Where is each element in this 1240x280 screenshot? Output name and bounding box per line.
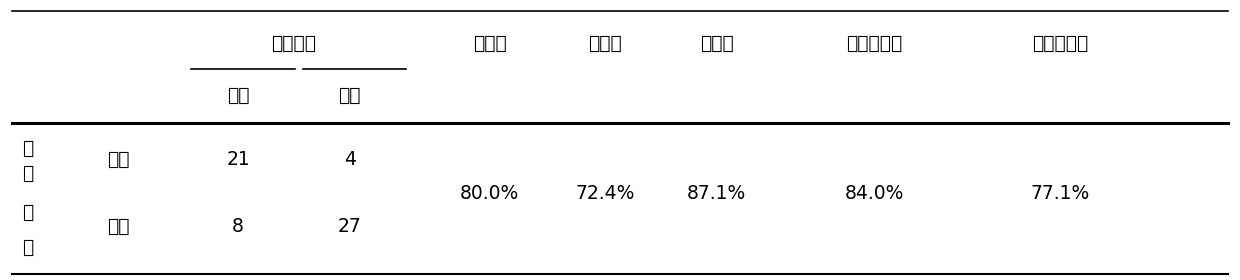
Text: 阴性: 阴性 [339, 86, 361, 105]
Text: 阴性: 阴性 [107, 217, 129, 236]
Text: 80.0%: 80.0% [460, 184, 520, 203]
Text: 27: 27 [337, 217, 362, 236]
Text: 真实情况: 真实情况 [272, 34, 316, 53]
Text: 4: 4 [343, 150, 356, 169]
Text: 预: 预 [21, 139, 33, 158]
Text: 72.4%: 72.4% [575, 184, 635, 203]
Text: 特异度: 特异度 [699, 34, 734, 53]
Text: 阳性: 阳性 [107, 150, 129, 169]
Text: 阳性: 阳性 [227, 86, 249, 105]
Text: 情: 情 [21, 203, 33, 222]
Text: 87.1%: 87.1% [687, 184, 746, 203]
Text: 准确度: 准确度 [472, 34, 507, 53]
Text: 况: 况 [21, 238, 33, 257]
Text: 21: 21 [226, 150, 250, 169]
Text: 阳性预测値: 阳性预测値 [846, 34, 903, 53]
Text: 敏感度: 敏感度 [588, 34, 622, 53]
Text: 8: 8 [232, 217, 244, 236]
Text: 84.0%: 84.0% [844, 184, 904, 203]
Text: 77.1%: 77.1% [1030, 184, 1090, 203]
Text: 阴性预测値: 阴性预测値 [1032, 34, 1089, 53]
Text: 测: 测 [21, 164, 33, 183]
